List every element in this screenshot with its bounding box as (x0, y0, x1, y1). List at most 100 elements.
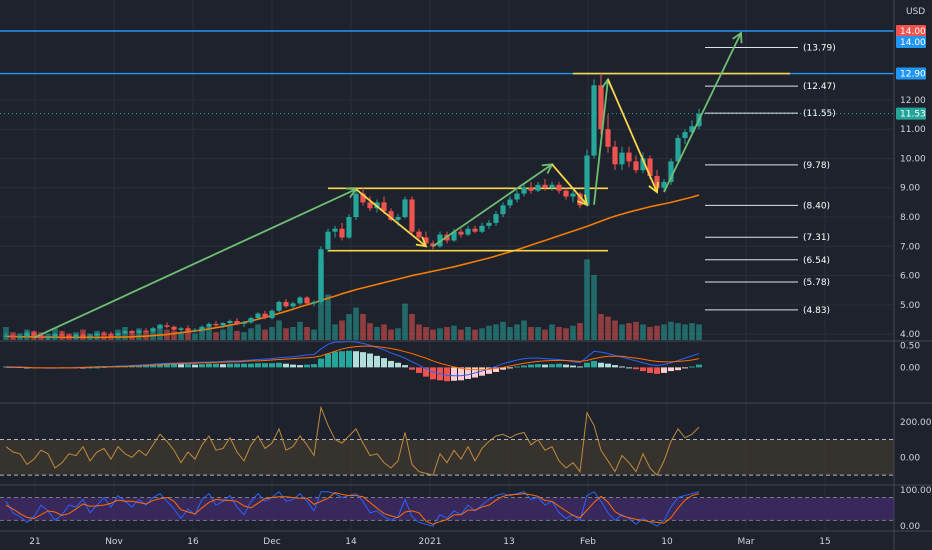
volume-bar (192, 333, 198, 340)
macd-histogram-bar (563, 364, 569, 368)
fib-extension[interactable]: (13.79) (12.47) (11.55) (9.78) (8.40) (7.31) (… (705, 44, 836, 316)
volume-bar (269, 327, 275, 340)
arrow-head (648, 181, 659, 194)
candle-body (542, 184, 548, 188)
candle-body (339, 228, 345, 238)
volume-bar (549, 324, 555, 340)
volume-bar (402, 303, 408, 340)
time-tick-label: 14 (345, 537, 357, 547)
candle-body (465, 228, 471, 235)
volume-bar (423, 327, 429, 340)
candle-body (199, 326, 205, 330)
macd-histogram-bar (178, 364, 184, 368)
macd-histogram-bar (626, 367, 632, 369)
volume-bar (262, 329, 268, 340)
trend-arrows[interactable] (33, 31, 743, 339)
trend-arrow[interactable] (432, 163, 553, 248)
volume-bar (535, 327, 541, 340)
trend-arrow[interactable] (593, 79, 609, 205)
trend-arrow[interactable] (607, 79, 658, 193)
volume-bar (584, 259, 590, 340)
price-tag[interactable] (896, 36, 926, 48)
cci-pane (0, 405, 894, 476)
trend-arrow[interactable] (33, 188, 357, 339)
time-axis[interactable]: 21 Nov 16 Dec 14 2021 13 Feb 10 Mar 15 (29, 537, 830, 547)
candle-body (395, 217, 401, 220)
price-tick-label: 6.00 (900, 272, 920, 282)
candle-body (101, 333, 107, 335)
volume-bar (640, 324, 646, 340)
candle-body (640, 158, 646, 171)
macd-histogram-bar (262, 363, 268, 368)
macd-histogram-bar (668, 367, 674, 372)
candle-body (472, 228, 478, 232)
macd-histogram-bar (423, 367, 429, 377)
candle-body (647, 158, 653, 177)
volume-bar (542, 329, 548, 340)
price-tag[interactable] (896, 107, 926, 120)
candle-body (563, 190, 569, 197)
candle-body (479, 225, 485, 232)
ma-line (6, 194, 700, 339)
macd-histogram-bar (640, 367, 646, 372)
volume-bar (388, 329, 394, 340)
price-tick-label: 8.00 (900, 213, 920, 223)
candle-body (605, 129, 611, 147)
candle-body (38, 335, 44, 338)
candle-body (451, 231, 457, 241)
candle-body (157, 325, 163, 329)
macd-histogram-bar (150, 364, 156, 368)
candle-body (150, 328, 156, 332)
stoch-tick-label: 0.00 (900, 522, 920, 532)
price-tag[interactable] (896, 67, 926, 80)
macd-histogram-bar (612, 365, 618, 368)
candle-body (304, 297, 310, 304)
volume-bar (605, 316, 611, 340)
volume-bar (129, 330, 135, 340)
candle-body (220, 323, 226, 326)
trend-arrow[interactable] (663, 32, 742, 193)
macd-histogram-bar (605, 363, 611, 368)
macd-histogram-bar (577, 366, 583, 368)
candle-body (430, 243, 436, 247)
trend-arrow[interactable] (551, 163, 588, 206)
macd-histogram-bar (388, 360, 394, 368)
volume-bar (255, 324, 261, 340)
macd-histogram-bar (647, 367, 653, 373)
price-tag[interactable] (896, 25, 926, 37)
volume-bar (598, 314, 604, 340)
volume-bar (367, 323, 373, 340)
volume-bar (675, 323, 681, 340)
candle-body (311, 301, 317, 304)
candle-body (500, 205, 506, 215)
macd-histogram-bar (465, 367, 471, 379)
fib-level-label: (12.47) (803, 82, 836, 92)
macd-histogram-bar (367, 353, 373, 368)
volume-bar (528, 327, 534, 340)
macd-histogram-bar (521, 365, 527, 368)
candle-body (367, 202, 373, 209)
price-tag-label: 14.00 (900, 38, 926, 48)
macd-histogram-bar (248, 363, 254, 368)
candle-body (297, 297, 303, 304)
candle-body (535, 184, 541, 191)
candle-body (213, 323, 219, 326)
macd-histogram-bar (185, 364, 191, 368)
volume-bar (353, 307, 359, 340)
stoch-d-line (5, 491, 700, 525)
price-axis[interactable]: USD 4.00 5.00 6.00 7.00 8.00 9.00 10.00 11.00 12… (896, 7, 932, 532)
volume-bar (486, 325, 492, 340)
candle-body (528, 187, 534, 191)
candle-body (171, 326, 177, 330)
macd-histogram-bar (689, 366, 695, 368)
volume-bar (381, 324, 387, 340)
candle-body (633, 161, 639, 171)
volume-bar (374, 327, 380, 340)
price-tick-label: 4.00 (900, 330, 920, 340)
macd-histogram-bar (94, 367, 100, 369)
macd-histogram-bar (325, 353, 331, 368)
macd-histogram-bar (444, 367, 450, 382)
macd-histogram-bar (661, 367, 667, 373)
trend-arrow[interactable] (355, 188, 427, 248)
